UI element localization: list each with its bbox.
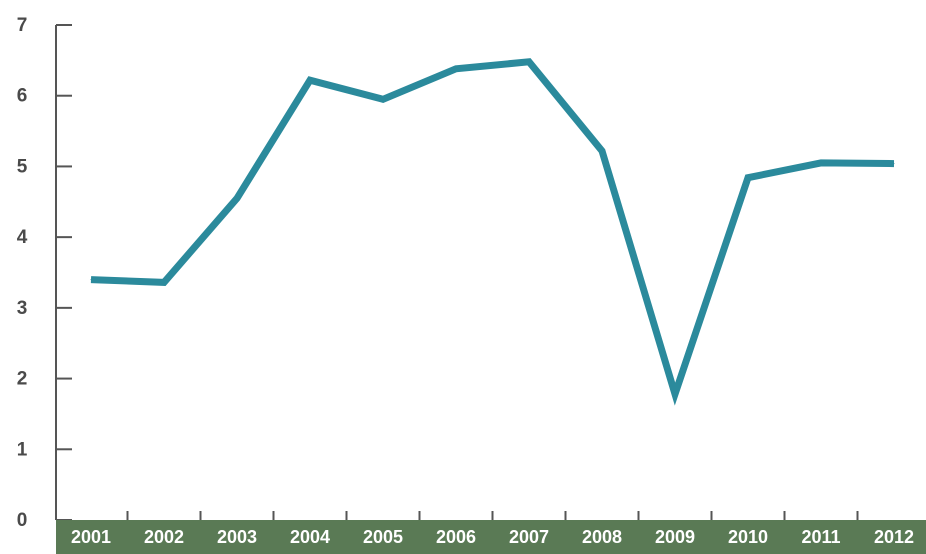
y-tick-label: 6 [17,86,28,107]
data-point [601,150,603,152]
y-axis: 0 1 2 3 4 5 6 7 [17,15,72,531]
x-tick-label: 2005 [363,527,403,547]
y-tick-label: 4 [17,227,28,248]
x-axis-band [56,520,926,554]
y-tick-label: 1 [17,439,28,460]
data-point [236,197,238,199]
x-axis: 2001 2002 2003 2004 2005 2006 2007 2008 2009 2010… [56,511,926,554]
y-tick-label: 0 [17,510,28,531]
x-tick-label: 2006 [436,527,476,547]
series-layer [90,58,895,406]
x-tick-label: 2010 [728,527,768,547]
data-point [674,393,676,395]
x-tick-label: 2003 [217,527,257,547]
x-tick-label: 2004 [290,527,330,547]
data-point [309,79,311,81]
x-tick-label: 2011 [801,527,840,547]
data-point [90,279,92,281]
x-tick-label: 2012 [874,527,914,547]
data-point [893,163,895,165]
x-tick-label: 2002 [144,527,184,547]
data-point [163,281,165,283]
x-tick-label: 2008 [582,527,622,547]
y-tick-label: 5 [17,156,28,177]
data-point [747,177,749,179]
data-point [820,162,822,164]
data-point [455,68,457,70]
x-tick-label: 2007 [509,527,549,547]
y-tick-label: 7 [17,15,28,36]
series-line [90,58,895,406]
x-tick-label: 2009 [655,527,695,547]
data-point [528,61,530,63]
y-tick-label: 3 [17,298,28,319]
data-point [382,98,384,100]
x-tick-label: 2001 [71,527,111,547]
y-tick-label: 2 [17,369,28,390]
